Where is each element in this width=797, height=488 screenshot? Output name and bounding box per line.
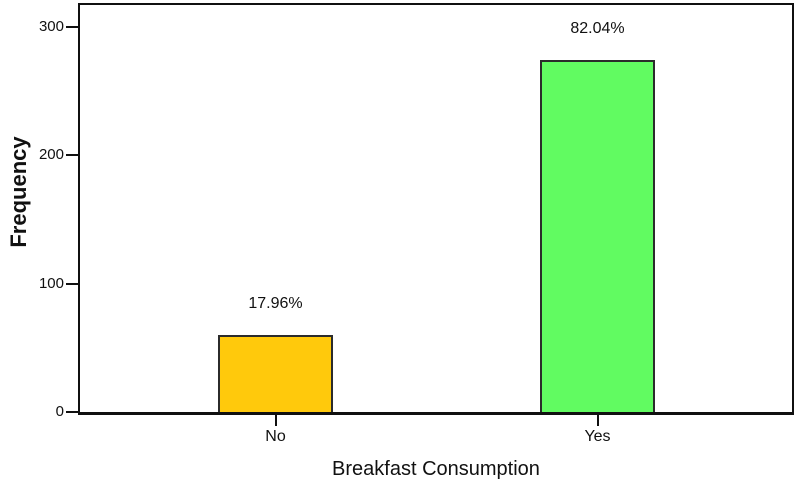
y-tick-mark-200 bbox=[66, 154, 78, 157]
x-axis-title: Breakfast Consumption bbox=[332, 458, 540, 480]
y-tick-label-100: 100 bbox=[38, 274, 64, 292]
y-tick-mark-0 bbox=[66, 411, 78, 413]
y-tick-label-300: 300 bbox=[38, 17, 64, 35]
x-tick-label-yes: Yes bbox=[584, 428, 611, 445]
x-tick-mark-no bbox=[274, 415, 277, 426]
bar-percent-label-yes: 82.04% bbox=[570, 20, 625, 38]
x-tick-label-no: No bbox=[265, 428, 286, 445]
y-tick-mark-100 bbox=[66, 282, 78, 285]
plot-area: 17.96% 82.04% bbox=[78, 3, 794, 415]
x-tick-mark-yes bbox=[596, 415, 599, 426]
bar-yes bbox=[540, 60, 655, 412]
y-tick-label-200: 200 bbox=[38, 146, 64, 164]
y-tick-mark-300 bbox=[66, 25, 78, 28]
bar-percent-label-no: 17.96% bbox=[248, 294, 303, 312]
bars-layer: 17.96% 82.04% bbox=[80, 5, 792, 412]
bar-no bbox=[218, 334, 333, 412]
y-tick-label-0: 0 bbox=[55, 403, 64, 420]
